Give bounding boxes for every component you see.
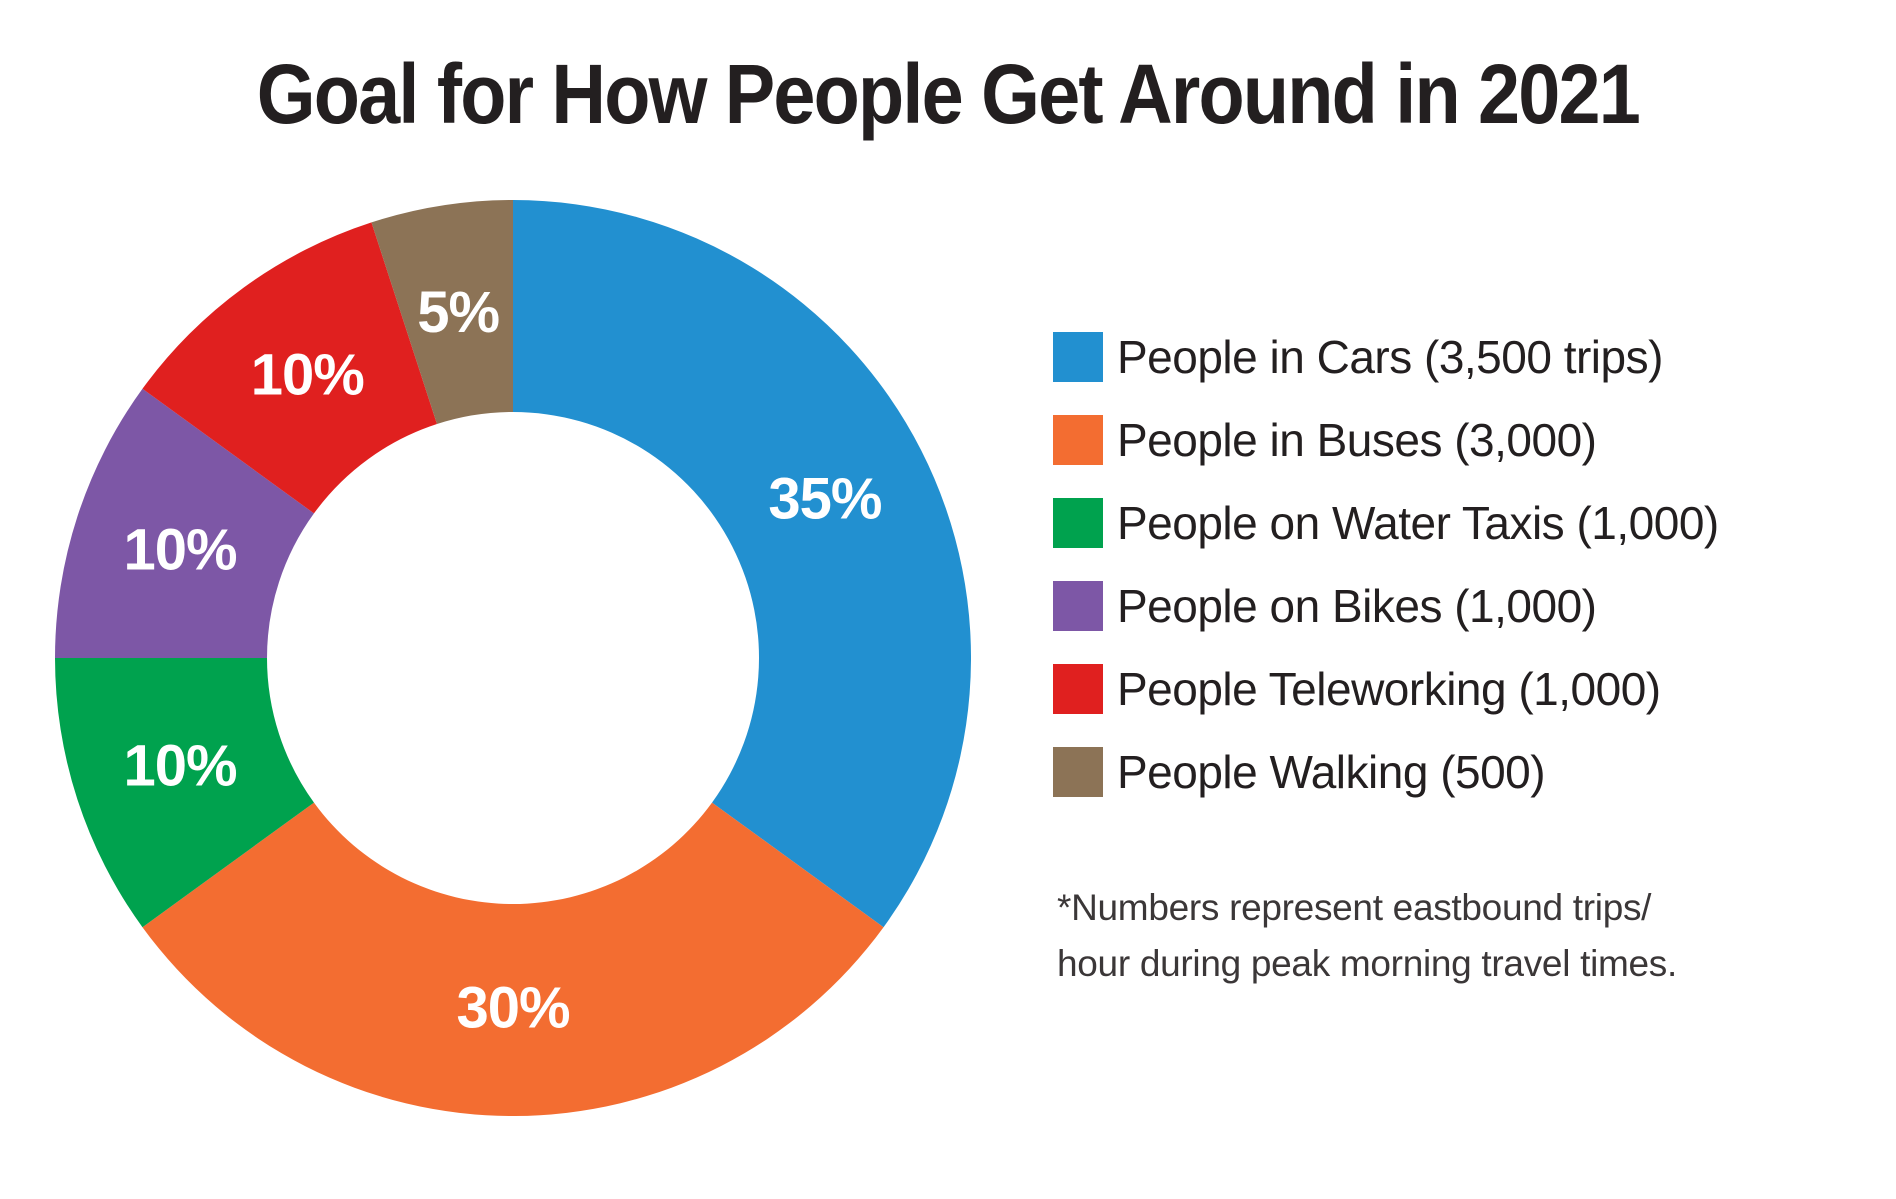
- slice-label-people-in-cars: 35%: [768, 467, 882, 532]
- slice-label-people-in-buses: 30%: [456, 976, 570, 1041]
- title-wrap: Goal for How People Get Around in 2021: [0, 52, 1896, 136]
- footnote-line-1: *Numbers represent eastbound trips/: [1057, 887, 1652, 928]
- legend-item-people-in-cars: People in Cars (3,500 trips): [1053, 332, 1719, 382]
- legend: People in Cars (3,500 trips) People in Bu…: [1053, 332, 1719, 830]
- legend-label-people-in-buses: People in Buses (3,000): [1117, 414, 1597, 466]
- footnote-line-2: hour during peak morning travel times.: [1057, 943, 1677, 984]
- chart-title: Goal for How People Get Around in 2021: [256, 47, 1641, 141]
- legend-swatch-people-in-cars: [1053, 332, 1103, 382]
- legend-swatch-people-walking: [1053, 747, 1103, 797]
- donut-segment-people-on-bikes: [55, 388, 314, 658]
- legend-swatch-people-teleworking: [1053, 664, 1103, 714]
- donut-segment-people-in-buses: [142, 802, 884, 1116]
- slice-label-people-on-bikes: 10%: [124, 517, 238, 582]
- legend-label-people-in-cars: People in Cars (3,500 trips): [1117, 331, 1663, 383]
- donut-segment-people-on-water-taxis: [55, 658, 314, 928]
- slice-label-people-on-water-taxis: 10%: [124, 734, 238, 799]
- legend-label-people-walking: People Walking (500): [1117, 746, 1546, 798]
- legend-swatch-people-in-buses: [1053, 415, 1103, 465]
- legend-item-people-in-buses: People in Buses (3,000): [1053, 415, 1719, 465]
- legend-item-people-on-bikes: People on Bikes (1,000): [1053, 581, 1719, 631]
- legend-item-people-walking: People Walking (500): [1053, 747, 1719, 797]
- legend-swatch-people-on-water-taxis: [1053, 498, 1103, 548]
- legend-item-people-on-water-taxis: People on Water Taxis (1,000): [1053, 498, 1719, 548]
- legend-label-people-on-water-taxis: People on Water Taxis (1,000): [1117, 497, 1719, 549]
- donut-segment-people-teleworking: [142, 222, 437, 514]
- legend-swatch-people-on-bikes: [1053, 581, 1103, 631]
- slice-label-people-teleworking: 10%: [251, 342, 365, 407]
- legend-label-people-on-bikes: People on Bikes (1,000): [1117, 580, 1597, 632]
- donut-segment-people-in-cars: [513, 200, 971, 928]
- footnote: *Numbers represent eastbound trips/ hour…: [1057, 880, 1677, 992]
- donut-chart: 35% 30% 10% 10% 10% 5%: [55, 200, 971, 1116]
- donut-segment-people-walking: [371, 200, 513, 425]
- legend-label-people-teleworking: People Teleworking (1,000): [1117, 663, 1661, 715]
- slice-label-people-walking: 5%: [417, 280, 499, 345]
- legend-item-people-teleworking: People Teleworking (1,000): [1053, 664, 1719, 714]
